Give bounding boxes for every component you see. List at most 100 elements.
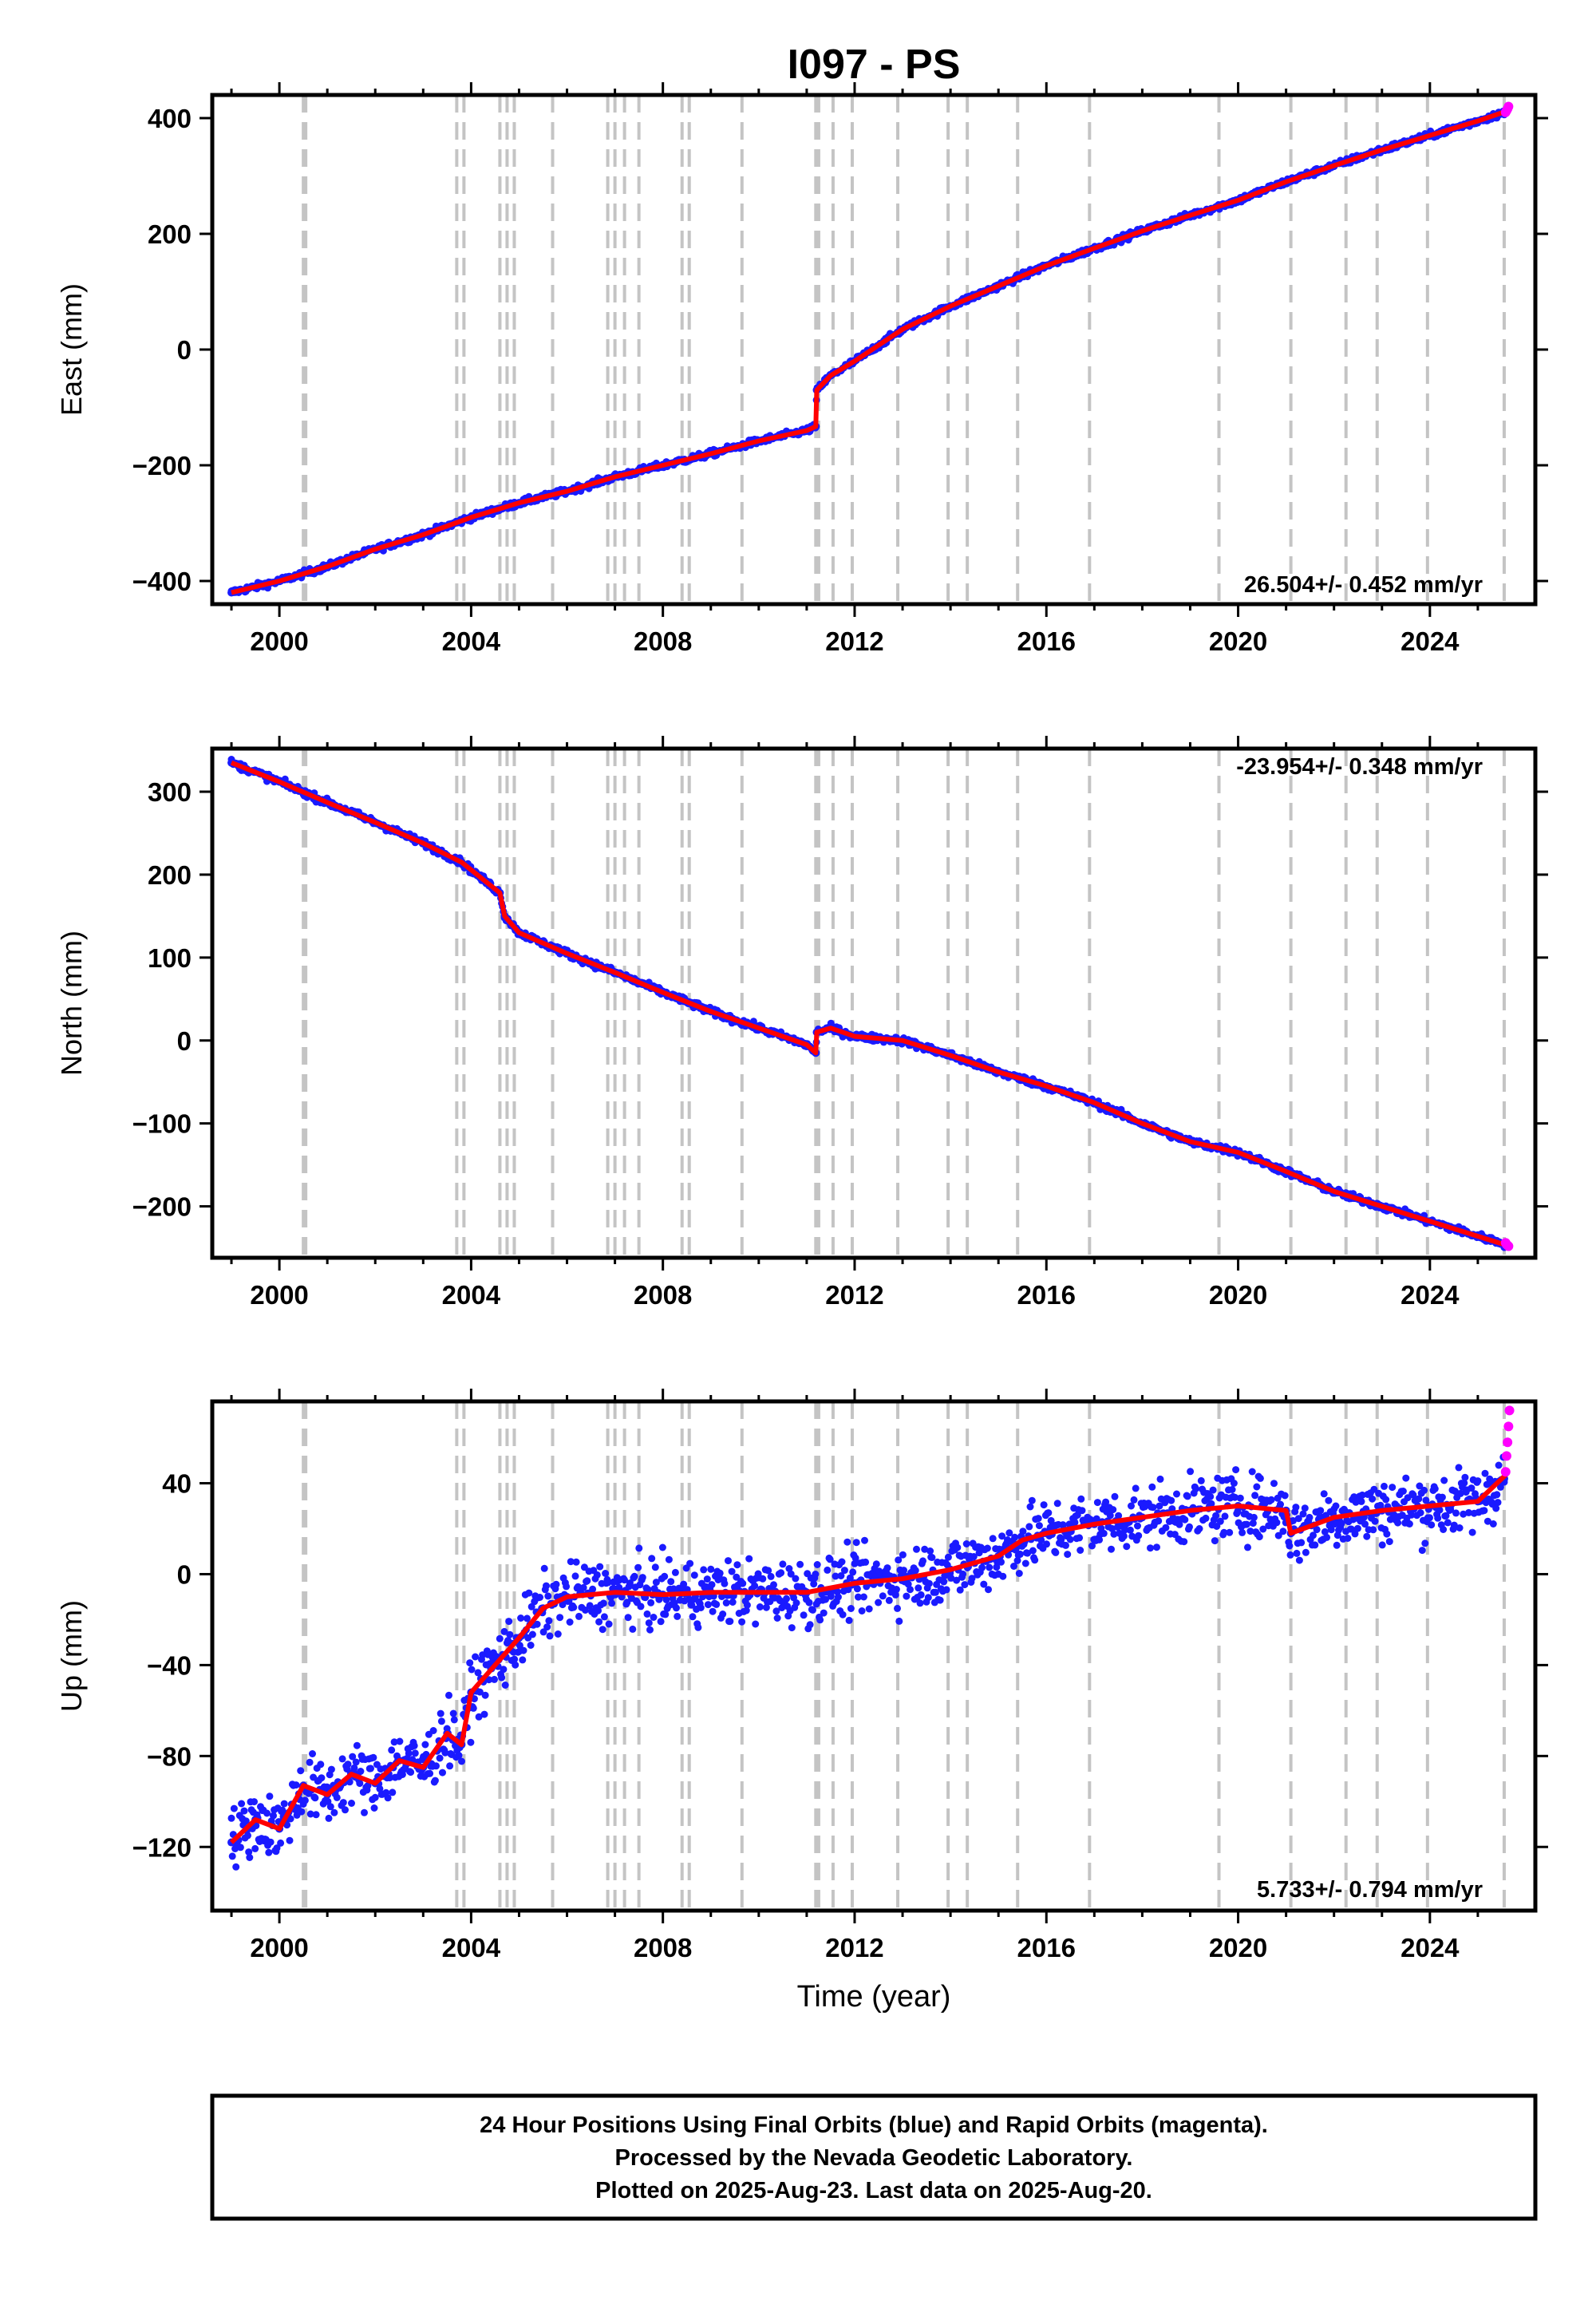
up-daily-point (277, 1839, 285, 1847)
north-plot-frame (210, 746, 1538, 1260)
up-daily-point (689, 1613, 697, 1621)
up-daily-point (645, 1619, 653, 1627)
up-daily-point (919, 1557, 926, 1565)
up-daily-point (1483, 1517, 1491, 1525)
up-daily-point (1480, 1507, 1488, 1515)
up-daily-point (1274, 1531, 1282, 1539)
up-daily-point (485, 1676, 493, 1684)
north-y-tick-label: −200 (132, 1192, 192, 1222)
up-daily-point (1228, 1486, 1236, 1493)
up-daily-point (407, 1769, 415, 1777)
east-y-tick-label: −400 (132, 567, 192, 596)
up-daily-point (342, 1806, 349, 1814)
up-daily-point (820, 1609, 828, 1617)
up-daily-point (1226, 1528, 1234, 1536)
up-daily-point (1456, 1489, 1464, 1497)
up-daily-point (1040, 1501, 1048, 1509)
up-daily-point (481, 1691, 489, 1699)
up-daily-point (1019, 1528, 1027, 1535)
up-daily-point (1369, 1495, 1377, 1503)
up-daily-point (722, 1599, 730, 1607)
up-daily-point (1242, 1520, 1250, 1528)
up-model-line (229, 1472, 1509, 1844)
up-daily-point (1452, 1509, 1460, 1517)
east-y-tick-label: 0 (177, 335, 192, 365)
up-daily-point (1402, 1474, 1410, 1482)
up-daily-point (936, 1596, 944, 1604)
up-rate-label: 5.733+/- 0.794 mm/yr (1257, 1877, 1483, 1903)
east-y-tick-label: 200 (148, 219, 192, 249)
up-daily-point (777, 1569, 785, 1577)
up-daily-point (961, 1581, 969, 1589)
up-daily-point (496, 1634, 504, 1642)
up-daily-point (1130, 1496, 1138, 1504)
up-daily-point (916, 1599, 924, 1607)
east-x-tick-label: 2004 (442, 626, 501, 656)
up-daily-point (476, 1688, 484, 1696)
up-daily-point (543, 1582, 550, 1590)
up-daily-point (441, 1749, 449, 1757)
up-daily-point (267, 1838, 275, 1846)
up-daily-point (1295, 1556, 1303, 1564)
up-daily-point (317, 1761, 325, 1769)
up-daily-point (1236, 1494, 1244, 1502)
up-daily-point (350, 1764, 358, 1772)
up-daily-point (1213, 1523, 1221, 1530)
north-x-tick-label: 2000 (250, 1280, 308, 1310)
up-daily-point (572, 1558, 580, 1566)
up-daily-point (928, 1554, 936, 1561)
up-daily-point (298, 1808, 306, 1816)
up-daily-point (719, 1611, 727, 1618)
up-daily-point (498, 1674, 506, 1682)
up-daily-point (605, 1620, 613, 1628)
up-daily-point (783, 1595, 790, 1603)
up-daily-point (851, 1554, 859, 1562)
east-x-tick-label: 2020 (1209, 626, 1267, 656)
up-daily-point (566, 1618, 574, 1626)
up-daily-point (812, 1571, 820, 1578)
up-daily-point (859, 1593, 867, 1601)
up-daily-point (1132, 1484, 1140, 1492)
up-daily-point (1455, 1464, 1463, 1472)
up-daily-point (1440, 1476, 1448, 1484)
east-axis-ticks: 2000 2004 2008 2012 2016 2020 2024 −400 −200 0 200… (132, 82, 1548, 656)
up-daily-point (500, 1627, 508, 1635)
up-daily-point (286, 1815, 294, 1823)
up-daily-point (1327, 1526, 1335, 1534)
up-daily-point (716, 1569, 724, 1577)
up-daily-point (940, 1578, 948, 1586)
up-daily-point (602, 1570, 610, 1577)
up-daily-point (707, 1565, 715, 1573)
up-daily-point (1035, 1522, 1043, 1530)
up-daily-point (309, 1750, 316, 1757)
east-y-tick-label: 400 (148, 104, 192, 133)
up-daily-point (810, 1580, 818, 1588)
up-daily-point (1415, 1495, 1423, 1503)
up-daily-point (348, 1800, 355, 1807)
up-daily-point (792, 1599, 800, 1607)
up-daily-point (525, 1589, 533, 1597)
east-rate-label: 26.504+/- 0.452 mm/yr (1244, 572, 1483, 598)
up-daily-point (942, 1586, 950, 1594)
up-x-tick-label: 2020 (1209, 1933, 1267, 1962)
up-daily-point (838, 1558, 846, 1566)
up-daily-point (1301, 1504, 1309, 1512)
up-daily-point (1015, 1570, 1023, 1577)
up-daily-point (665, 1555, 673, 1563)
up-daily-point (1358, 1491, 1366, 1499)
up-daily-point (800, 1611, 808, 1619)
up-daily-point (824, 1566, 832, 1574)
east-rapid-orbit-point (1503, 101, 1514, 112)
up-daily-point (1100, 1529, 1108, 1537)
up-daily-point (1110, 1530, 1118, 1538)
up-daily-point (985, 1586, 992, 1594)
up-daily-point (700, 1566, 708, 1574)
north-y-tick-label: 100 (148, 943, 192, 973)
up-daily-point (809, 1606, 816, 1614)
up-x-tick-label: 2024 (1400, 1933, 1460, 1962)
up-daily-point (772, 1607, 780, 1615)
north-y-tick-label: −100 (132, 1109, 192, 1139)
up-daily-point (421, 1741, 429, 1749)
up-daily-point (1202, 1514, 1210, 1522)
